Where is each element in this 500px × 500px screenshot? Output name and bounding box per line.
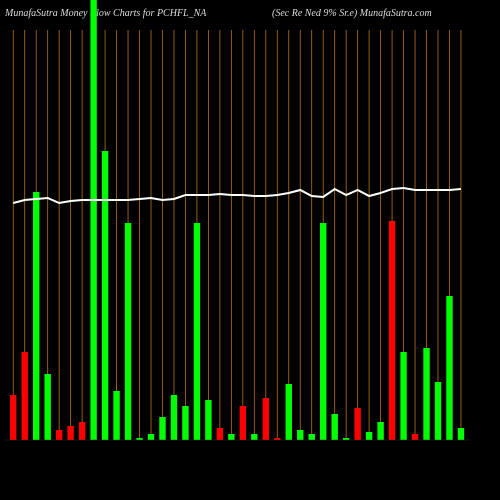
bar bbox=[182, 406, 189, 440]
bar bbox=[308, 434, 315, 440]
bar bbox=[342, 438, 350, 440]
bar bbox=[331, 414, 338, 440]
bar bbox=[274, 438, 281, 440]
bar bbox=[113, 391, 120, 440]
bar bbox=[136, 438, 143, 440]
bar bbox=[388, 221, 396, 440]
bar bbox=[44, 374, 51, 440]
bar bbox=[159, 417, 166, 440]
bars bbox=[10, 0, 465, 440]
bar bbox=[434, 382, 442, 440]
bar bbox=[10, 395, 17, 440]
bar bbox=[411, 434, 419, 440]
bar bbox=[228, 434, 235, 440]
bar bbox=[216, 428, 224, 440]
lines bbox=[12, 186, 462, 205]
bar bbox=[193, 223, 201, 440]
bar bbox=[446, 296, 453, 440]
bar bbox=[170, 395, 178, 440]
bar bbox=[78, 422, 86, 440]
bar bbox=[55, 430, 63, 440]
bar bbox=[377, 422, 384, 440]
bar bbox=[90, 0, 97, 440]
bar bbox=[239, 406, 247, 440]
bar bbox=[147, 434, 155, 440]
bar bbox=[457, 428, 465, 440]
bar bbox=[205, 400, 212, 440]
bar bbox=[21, 352, 28, 440]
bar bbox=[354, 408, 361, 440]
bar bbox=[33, 192, 40, 440]
bar bbox=[251, 434, 258, 440]
bar bbox=[285, 384, 292, 440]
bar bbox=[101, 151, 109, 440]
chart-subtitle: (Sec Re Ned 9% Sr.e) MunafaSutra.com bbox=[272, 8, 432, 19]
bar bbox=[297, 430, 304, 440]
bar bbox=[320, 223, 327, 440]
bar bbox=[423, 348, 430, 440]
bar bbox=[400, 352, 407, 440]
bar bbox=[262, 398, 269, 440]
chart-title: MunafaSutra Money Flow Charts for PCHFL_… bbox=[4, 8, 207, 19]
bar bbox=[365, 432, 373, 440]
bar bbox=[124, 223, 132, 440]
bar bbox=[67, 426, 74, 440]
line bbox=[12, 186, 462, 205]
